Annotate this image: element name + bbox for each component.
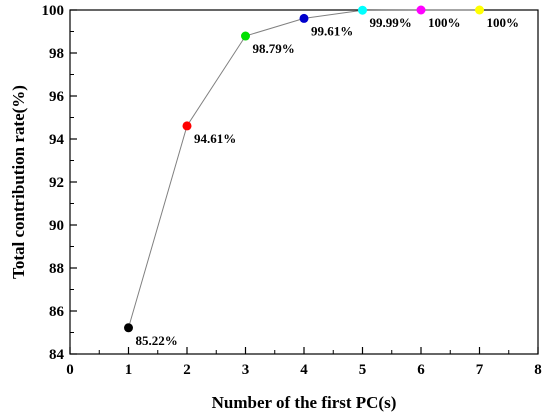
y-tick-label: 88 bbox=[49, 261, 64, 277]
data-point bbox=[299, 13, 309, 23]
x-tick-label: 8 bbox=[534, 362, 542, 378]
y-tick-label: 98 bbox=[49, 46, 64, 62]
y-axis-title: Total contribution rate(%) bbox=[9, 85, 28, 279]
data-markers bbox=[124, 5, 484, 333]
data-label: 100% bbox=[428, 15, 461, 30]
x-tick-label: 7 bbox=[476, 362, 484, 378]
x-tick-label: 3 bbox=[242, 362, 250, 378]
data-label: 99.99% bbox=[370, 15, 412, 30]
y-tick-label: 90 bbox=[49, 218, 64, 234]
data-label: 85.22% bbox=[136, 333, 178, 348]
series-line bbox=[128, 9, 480, 328]
data-label: 94.61% bbox=[194, 131, 236, 146]
x-tick-label: 0 bbox=[66, 362, 74, 378]
data-point bbox=[241, 31, 250, 41]
axis-ticks bbox=[69, 9, 539, 355]
x-tick-label: 4 bbox=[300, 362, 308, 378]
y-tick-label: 92 bbox=[49, 175, 64, 191]
y-tick-label: 86 bbox=[49, 304, 65, 320]
data-label: 100% bbox=[487, 15, 520, 30]
tick-labels: 0 1 2 3 4 5 6 7 8 84 86 88 90 92 94 96 98 100 bbox=[42, 3, 542, 378]
x-tick-label: 5 bbox=[359, 362, 367, 378]
y-tick-label: 100 bbox=[42, 3, 65, 19]
x-tick-label: 1 bbox=[125, 362, 133, 378]
x-tick-label: 2 bbox=[183, 362, 191, 378]
data-label: 99.61% bbox=[311, 23, 353, 38]
data-point bbox=[124, 323, 133, 333]
data-point bbox=[358, 5, 367, 15]
data-label: 98.79% bbox=[253, 41, 295, 56]
data-point bbox=[475, 5, 484, 15]
y-tick-label: 84 bbox=[49, 347, 65, 363]
plot-frame bbox=[69, 9, 539, 355]
data-labels: 85.22% 94.61% 98.79% 99.61% 99.99% 100% 100% bbox=[136, 15, 520, 348]
data-point bbox=[416, 5, 426, 15]
x-axis-title: Number of the first PC(s) bbox=[212, 393, 397, 412]
x-tick-label: 6 bbox=[417, 362, 425, 378]
y-tick-label: 94 bbox=[49, 132, 65, 148]
y-tick-label: 96 bbox=[49, 89, 65, 105]
data-point bbox=[182, 121, 192, 131]
